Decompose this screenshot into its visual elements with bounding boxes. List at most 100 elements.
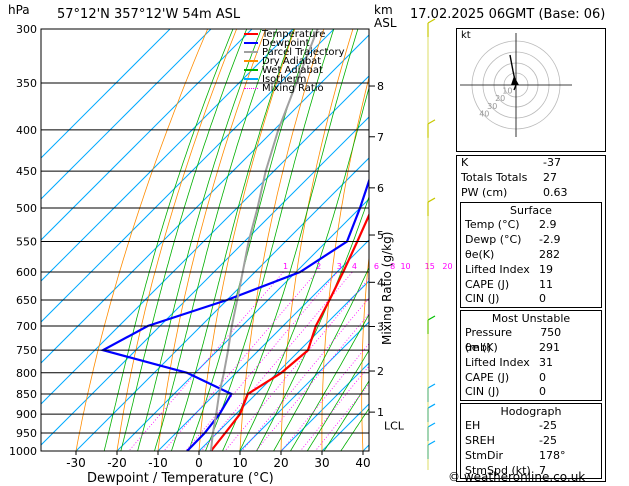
legend-swatch: [244, 42, 258, 44]
wet-adiabat-line: [290, 313, 369, 451]
hodograph-frame: kt: [456, 28, 606, 152]
pressure-tick-label: 500: [16, 202, 37, 215]
isotherm-line: [41, 29, 335, 323]
dry-adiabat-line: [198, 29, 296, 451]
mu-row: CAPE (J) 0: [465, 370, 546, 384]
surface-row: CIN (J) 0: [465, 292, 546, 306]
mixing-ratio-line: [280, 343, 369, 451]
dry-adiabat-line: [116, 29, 238, 451]
km-tick-label: 3: [377, 320, 384, 333]
wind-barb-icon: [427, 403, 436, 409]
watermark: © weatheronline.co.uk: [448, 470, 586, 484]
location-label: 57°12'N 357°12'W 54m ASL: [57, 7, 241, 22]
wet-adiabat-line: [103, 29, 234, 451]
x-tick-label: 40: [355, 456, 370, 470]
legend-label: Mixing Ratio: [262, 83, 324, 94]
legend-item: Dewpoint: [244, 39, 310, 49]
legend-label: Dry Adiabat: [262, 56, 322, 67]
wet-adiabat-line: [323, 380, 369, 451]
mixing-ratio-value-label: 20: [442, 262, 452, 271]
pressure-tick-label: 450: [16, 165, 37, 178]
legend-swatch: [244, 33, 258, 35]
legend-item: Dry Adiabat: [244, 56, 322, 67]
mixing-ratio-line: [255, 312, 369, 451]
indices-panel-top: K -37 Totals Totals 27 PW (cm) 0.63 Surface…: [456, 155, 606, 483]
wind-barb-icon: [427, 440, 436, 446]
wind-barb-icon: [427, 422, 436, 428]
wind-barb-icon: [427, 119, 436, 125]
dry-adiabat-line: [321, 75, 369, 451]
mixing-ratio-line: [128, 271, 284, 451]
wet-adiabat-line: [222, 29, 359, 451]
legend-swatch: [244, 78, 258, 80]
index-row-totals: Totals Totals 27: [461, 170, 557, 184]
surface-section: Surface Temp (°C) 2.9 Dewp (°C) -2.9 θe(K)…: [460, 202, 602, 309]
mixing-ratio-value-label: 3: [337, 262, 342, 271]
hodograph-ring-label: 10: [502, 87, 512, 96]
isotherm-line: [280, 362, 369, 451]
mixing-ratio-line: [299, 365, 369, 451]
wet-adiabat-line: [137, 29, 262, 451]
surface-row: Temp (°C) 2.9: [465, 218, 557, 232]
legend-item: Wet Adiabat: [244, 66, 323, 76]
legend-swatch: [244, 60, 258, 62]
x-tick-label: -20: [107, 456, 127, 470]
x-tick-label: 20: [273, 456, 288, 470]
pressure-tick-label: 700: [16, 320, 37, 333]
x-tick-label: 10: [232, 456, 247, 470]
pressure-unit-label: hPa: [8, 3, 30, 17]
hodograph-ring-label: 40: [479, 110, 489, 119]
pressure-tick-label: 650: [16, 294, 37, 307]
legend-item: Mixing Ratio: [244, 83, 324, 94]
legend-item: Isotherm: [244, 74, 307, 85]
mixing-ratio-line: [241, 297, 369, 451]
mixing-ratio-value-label: 6: [374, 262, 379, 271]
km-tick-label: 5: [377, 229, 384, 242]
wet-adiabat-line: [239, 86, 369, 451]
pressure-tick-label: 850: [16, 388, 37, 401]
hodograph-section: Hodograph EH -25 SREH -25 StmDir 178° StmSp…: [460, 403, 602, 480]
lcl-label: LCL: [384, 420, 405, 433]
pressure-tick-label: 300: [16, 23, 37, 36]
surface-row: Lifted Index 19: [465, 262, 553, 276]
surface-row: θe(K) 282: [465, 247, 560, 261]
isotherm-line: [239, 321, 369, 451]
km-tick-label: 1: [377, 406, 384, 419]
mu-row: Lifted Index 31: [465, 355, 553, 369]
index-row-pw: PW (cm) 0.63: [461, 185, 568, 199]
wet-adiabat-line: [273, 266, 369, 451]
pressure-tick-label: 600: [16, 266, 37, 279]
hodo-row: StmSpd (kt) 7: [465, 463, 546, 477]
km-tick-label: 7: [377, 131, 384, 144]
dry-adiabat-line: [157, 29, 267, 451]
isotherm-line: [41, 34, 369, 364]
wind-barb-icon: [427, 18, 436, 24]
mixing-ratio-value-label: 10: [400, 262, 410, 271]
pressure-tick-label: 750: [16, 344, 37, 357]
isotherm-line: [116, 198, 369, 451]
pressure-tick-label: 550: [16, 235, 37, 248]
hodograph-title: Hodograph: [500, 405, 562, 419]
mixing-ratio-value-label: 4: [352, 262, 357, 271]
isotherm-line: [198, 280, 369, 451]
wet-adiabat-line: [306, 349, 369, 451]
km-tick-label: 8: [377, 80, 384, 93]
x-tick-label: 0: [195, 456, 203, 470]
mu-row: CIN (J) 0: [465, 385, 546, 399]
most-unstable-title: Most Unstable: [491, 312, 571, 326]
legend-item: Parcel Trajectory: [244, 47, 345, 58]
mixing-ratio-value-label: 15: [425, 262, 435, 271]
isotherm-line: [41, 75, 369, 405]
pressure-tick-label: 800: [16, 367, 37, 380]
mu-row: Pressure (mb) 750: [465, 326, 562, 354]
km-tick-label: 2: [377, 365, 384, 378]
legend-label: Isotherm: [262, 74, 307, 85]
hodo-row: EH -25: [465, 419, 557, 433]
legend-swatch: [244, 51, 258, 53]
isotherm-line: [41, 29, 212, 200]
surface-row: Dewp (°C) -2.9: [465, 233, 561, 247]
wet-adiabat-line: [187, 29, 314, 451]
dry-adiabat-line: [280, 29, 354, 451]
mixing-ratio-value-label: 8: [390, 262, 395, 271]
legend-label: Parcel Trajectory: [262, 47, 345, 58]
